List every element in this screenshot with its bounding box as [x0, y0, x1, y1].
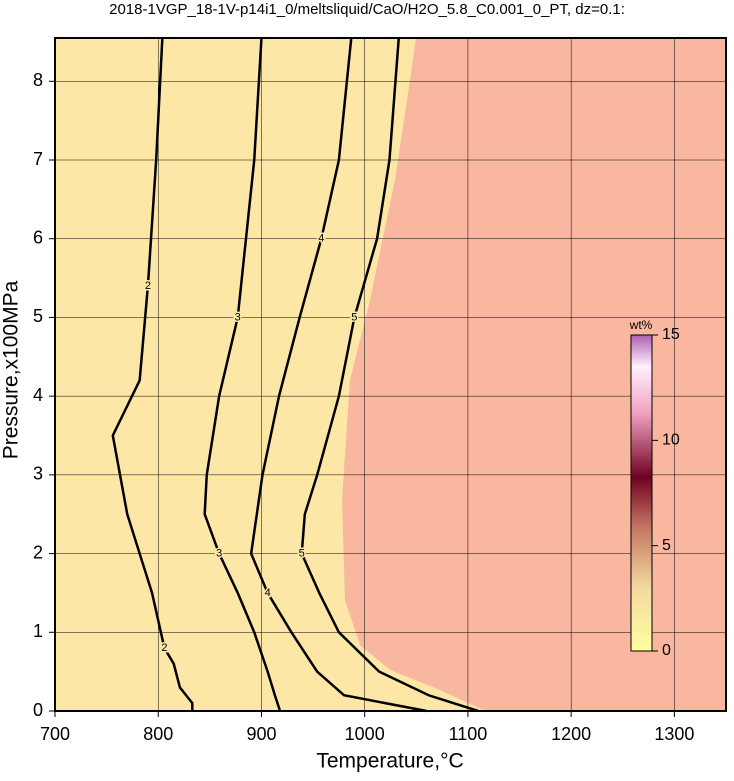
x-tick-label: 1000	[345, 724, 385, 744]
y-tick-label: 6	[33, 227, 43, 247]
contour-label: 5	[351, 311, 357, 323]
contour-label: 3	[216, 547, 222, 559]
y-tick-label: 8	[33, 70, 43, 90]
contour-line	[111, 37, 194, 711]
x-axis-label: Temperature,°C	[316, 750, 463, 773]
colorbar-label: wt%	[629, 318, 653, 332]
contour-label: 2	[161, 642, 167, 654]
y-tick-label: 3	[33, 464, 43, 484]
contour-line	[249, 37, 427, 713]
colorbar-tick-label: 15	[662, 326, 680, 343]
y-tick-label: 7	[33, 149, 43, 169]
x-tick-label: 1100	[449, 724, 488, 744]
x-tick-label: 1200	[551, 724, 591, 744]
colorbar-tick-label: 10	[662, 432, 680, 449]
contour-line	[300, 37, 479, 713]
y-tick-label: 0	[33, 700, 43, 720]
chart-title: 2018-1VGP_18-1V-p14i1_0/meltsliquid/CaO/…	[109, 1, 625, 18]
contour-label: 5	[299, 547, 305, 559]
y-tick-label: 2	[33, 542, 43, 562]
colorbar	[630, 334, 653, 652]
y-axis-label: Pressure,x100MPa	[0, 280, 23, 459]
x-tick-label: 900	[246, 724, 276, 744]
contour-label: 2	[145, 280, 151, 292]
plot-frame	[54, 37, 727, 712]
y-tick-label: 5	[33, 306, 43, 326]
contour-label: 4	[265, 587, 271, 599]
contours: 2 2 3 3 4 4 5 5	[111, 37, 479, 713]
y-tick-label: 1	[33, 621, 43, 641]
y-tick-label: 4	[33, 385, 43, 405]
x-tick-label: 1300	[654, 724, 694, 744]
contour-label: 4	[318, 233, 324, 245]
contour-label: 3	[235, 311, 241, 323]
saturated-region	[342, 38, 726, 711]
contour-line	[203, 37, 282, 712]
colorbar-tick-label: 5	[662, 537, 671, 554]
x-tick-label: 800	[143, 724, 173, 744]
colorbar-tick-label: 0	[662, 642, 671, 659]
x-tick-label: 700	[40, 724, 70, 744]
